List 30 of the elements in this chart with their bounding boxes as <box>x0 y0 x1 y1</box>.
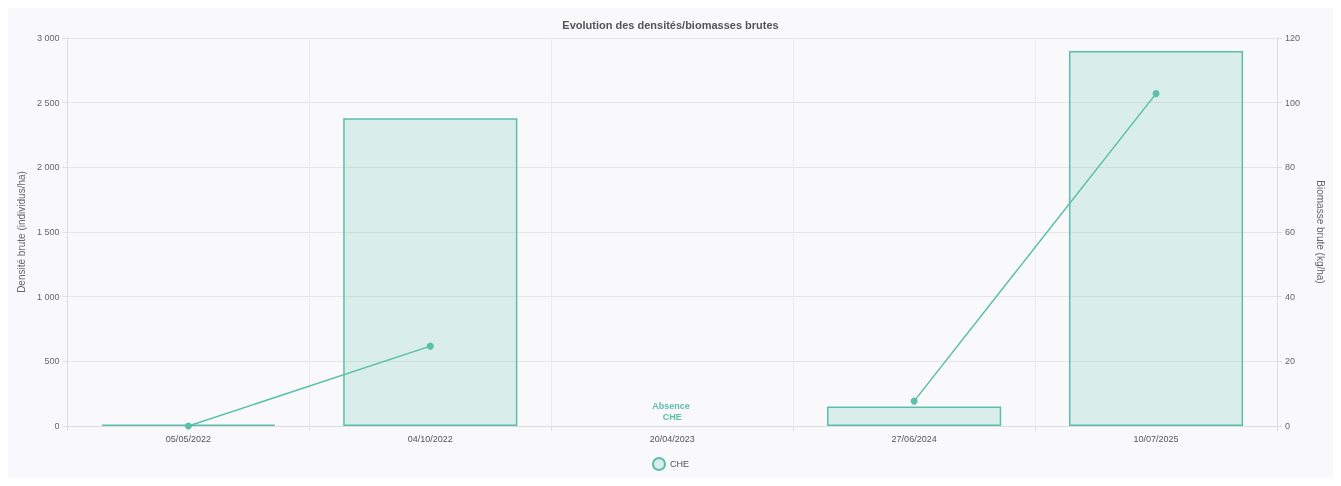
y2-tick-label: 100 <box>1285 97 1301 108</box>
point <box>184 422 192 430</box>
y-tick-label: 0 <box>54 421 60 431</box>
y2-axis-title: Biomasse brute (kg/ha) <box>1314 180 1326 284</box>
y-tick-label: 3 000 <box>36 33 60 43</box>
x-tick-label: 27/06/2024 <box>891 433 937 444</box>
x-tick-label: 10/07/2025 <box>1133 433 1179 444</box>
x-tick-label: 05/05/2022 <box>165 433 211 444</box>
y-tick-label: 2 000 <box>36 162 60 173</box>
y2-tick-label: 40 <box>1285 291 1296 302</box>
y2-tick-label: 80 <box>1285 162 1296 173</box>
y2-tick-label: 60 <box>1285 227 1296 237</box>
bar <box>1068 50 1244 426</box>
y-tick-label: 2 500 <box>36 97 60 108</box>
x-tick-label: 04/10/2022 <box>407 433 453 444</box>
point <box>1152 90 1160 98</box>
y-tick-label: 1 500 <box>36 227 60 237</box>
y2-tick-label: 0 <box>1285 421 1291 431</box>
point <box>910 397 918 405</box>
y-axis-title: Densité brute (individus/ha) <box>15 171 27 293</box>
y-tick-label: 1 000 <box>36 291 60 302</box>
chart-title: Evolution des densités/biomasses brutes <box>562 18 779 31</box>
bar <box>343 118 518 426</box>
y-tick-label: 500 <box>44 356 60 367</box>
annotation: Absence CHE <box>652 400 693 422</box>
point <box>426 342 434 350</box>
y2-tick-label: 120 <box>1285 33 1301 43</box>
legend-label: CHE <box>670 459 690 469</box>
y2-tick-label: 20 <box>1285 356 1296 367</box>
x-tick-label: 20/04/2023 <box>649 433 695 444</box>
